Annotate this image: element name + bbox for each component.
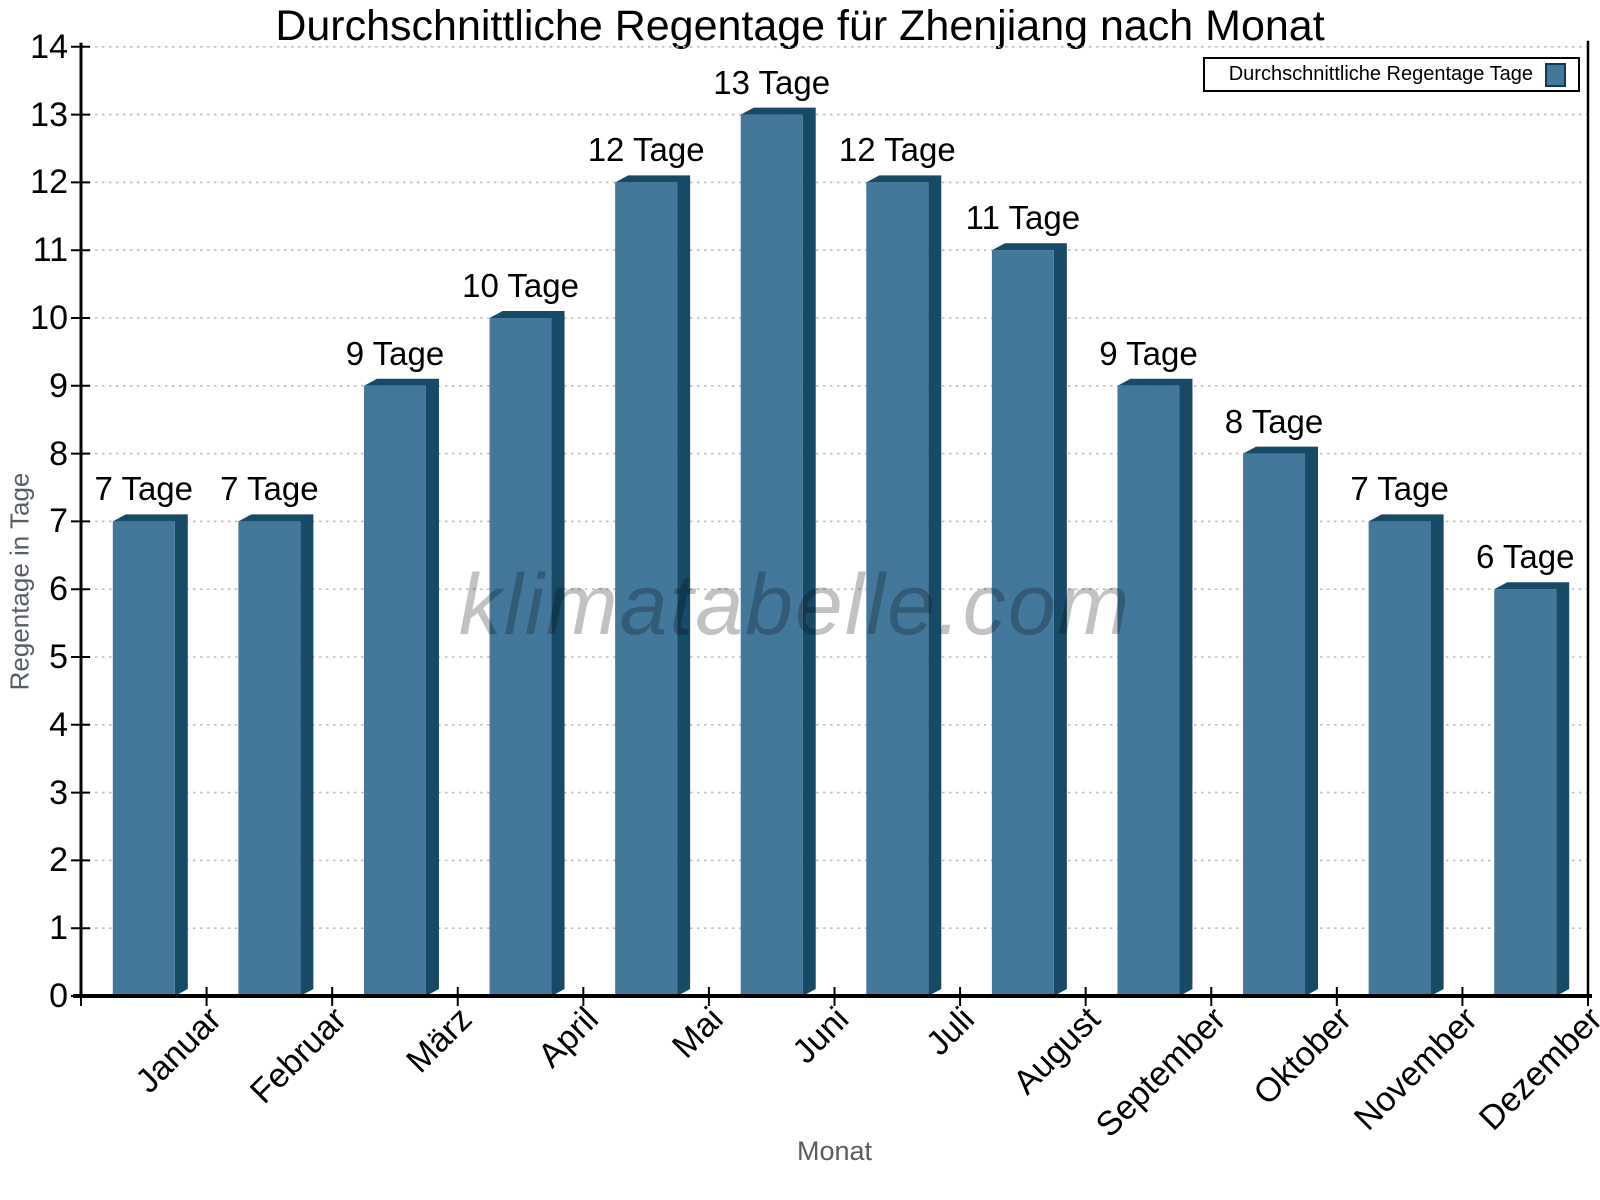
bar-shade-februar — [238, 514, 314, 996]
bar-shade-juli — [866, 175, 942, 996]
x-axis-title: Monat — [796, 1136, 873, 1166]
bar-april — [489, 318, 552, 996]
bar-juni — [740, 114, 803, 997]
bar-mai — [615, 182, 678, 996]
legend-swatch-icon — [1545, 62, 1566, 87]
chart-title: Durchschnittliche Regentage für Zhenjian… — [275, 2, 1325, 50]
bar-september — [1117, 385, 1180, 996]
bar-shade-september — [1117, 378, 1193, 996]
bar-shade-märz — [363, 378, 439, 996]
bar-shade-oktober — [1243, 446, 1319, 997]
bar-shade-april — [489, 311, 565, 996]
bar-november — [1368, 521, 1431, 996]
bar-märz — [363, 385, 426, 996]
bar-februar — [238, 521, 301, 996]
bar-dezember — [1494, 589, 1557, 996]
bar-shade-dezember — [1494, 582, 1570, 996]
bar-august — [991, 250, 1054, 996]
y-axis-title: Regentage in Tage — [4, 472, 35, 691]
legend: Durchschnittliche Regentage Tage — [1203, 57, 1580, 92]
bar-shade-januar — [112, 514, 188, 996]
bar-shade-august — [991, 243, 1067, 996]
watermark: klimatabelle.com — [458, 557, 1132, 653]
bar-shade-juni — [740, 107, 816, 997]
bar-oktober — [1243, 453, 1306, 997]
bar-januar — [112, 521, 175, 996]
legend-label: Durchschnittliche Regentage Tage — [1228, 63, 1533, 85]
bar-juli — [866, 182, 929, 996]
bar-shade-mai — [615, 175, 691, 996]
bar-shade-november — [1368, 514, 1444, 996]
